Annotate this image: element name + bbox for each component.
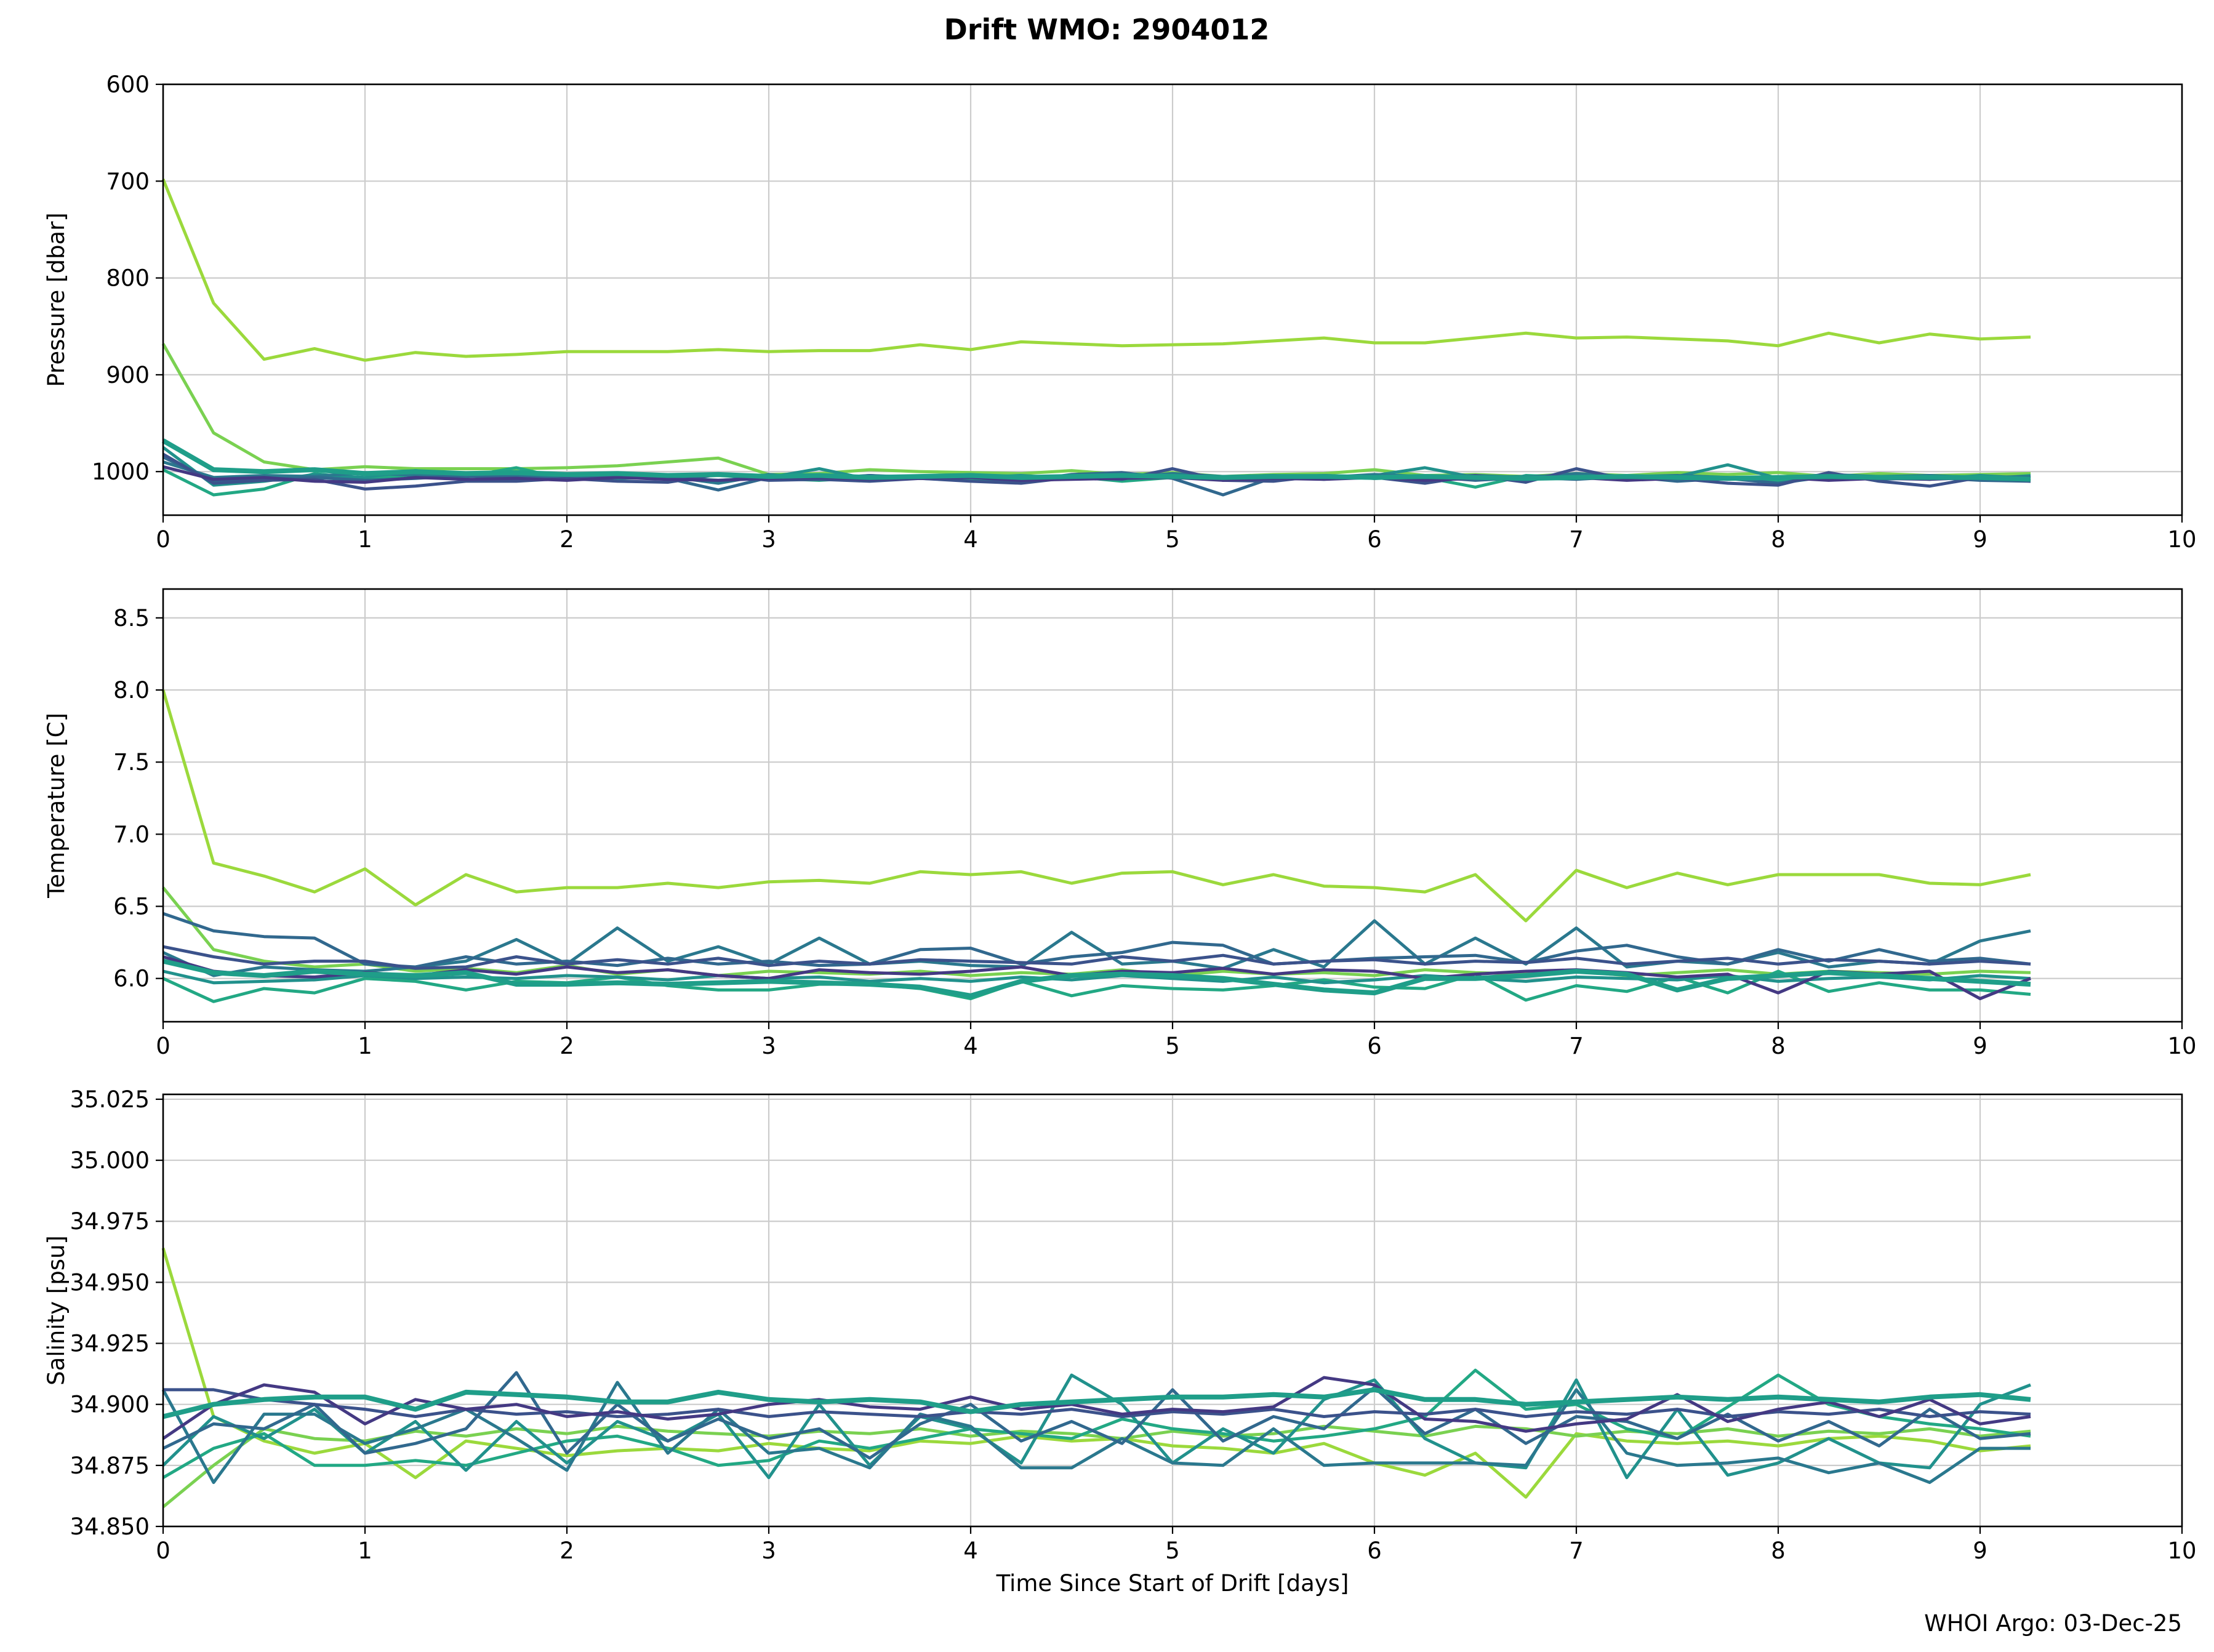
x-tick-label: 1 — [358, 1538, 372, 1564]
x-tick-label: 8 — [1771, 1538, 1786, 1564]
x-tick-label: 9 — [1973, 1538, 1987, 1564]
x-tick-label: 6 — [1367, 1538, 1382, 1564]
x-tick-label: 1 — [358, 1033, 372, 1059]
y-tick-label: 800 — [106, 265, 150, 292]
x-tick-label: 6 — [1367, 526, 1382, 553]
x-tick-label: 4 — [963, 526, 978, 553]
x-tick-label: 8 — [1771, 1033, 1786, 1059]
y-tick-label: 34.975 — [70, 1208, 150, 1235]
series-line — [161, 689, 2031, 923]
series-group — [161, 1248, 2031, 1509]
y-tick-label: 700 — [106, 168, 150, 194]
credit-text: WHOI Argo: 03-Dec-25 — [1924, 1610, 2182, 1637]
y-tick-label: 6.5 — [113, 894, 150, 920]
x-tick-label: 0 — [156, 1538, 170, 1564]
y-tick-label: 34.950 — [70, 1269, 150, 1296]
x-tick-label: 5 — [1165, 1538, 1180, 1564]
x-tick-label: 10 — [2167, 526, 2196, 553]
series-line — [161, 1381, 2031, 1485]
series-line — [162, 1387, 2031, 1419]
y-tick-label: 8.0 — [113, 677, 150, 704]
pressure-panel: 0 1 2 3 4 5 6 7 8 9 10 600 700 800 900 1000 Pressure [db… — [43, 71, 2197, 553]
x-tick-label: 7 — [1569, 1033, 1584, 1059]
series-line — [161, 178, 2031, 362]
series-line — [162, 969, 2031, 985]
y-axis-label: Salinity [psu] — [43, 1235, 70, 1385]
series-line — [162, 958, 2031, 998]
y-tick-label: 1000 — [92, 459, 150, 485]
x-tick-label: 5 — [1165, 1033, 1180, 1059]
x-tick-label: 9 — [1973, 526, 1987, 553]
y-tick-label: 6.0 — [113, 966, 150, 992]
y-tick-label: 34.875 — [70, 1453, 150, 1479]
y-tick-label: 7.0 — [113, 821, 150, 848]
x-tick-label: 5 — [1165, 526, 1180, 553]
x-tick-label: 2 — [560, 1538, 574, 1564]
salinity-panel: 0 1 2 3 4 5 6 7 8 9 10 34.850 34.875 34.900 34.925 34.9… — [43, 1086, 2197, 1597]
y-axis-label: Temperature [C] — [43, 713, 70, 899]
series-group — [161, 689, 2031, 1003]
temperature-panel: 0 1 2 3 4 5 6 7 8 9 10 6.0 6.5 7.0 7.5 8.0 8.5 Temperatur… — [43, 588, 2197, 1059]
y-tick-label: 34.850 — [70, 1514, 150, 1540]
series-line — [162, 438, 2031, 482]
x-axis-label: Time Since Start of Drift [days] — [996, 1570, 1349, 1597]
x-tick-label: 10 — [2167, 1538, 2196, 1564]
x-tick-label: 3 — [761, 1033, 776, 1059]
series-line — [162, 969, 2031, 1003]
x-tick-label: 4 — [963, 1033, 978, 1059]
y-tick-label: 8.5 — [113, 605, 150, 632]
x-tick-label: 0 — [156, 1033, 170, 1059]
x-tick-label: 9 — [1973, 1033, 1987, 1059]
x-tick-label: 8 — [1771, 526, 1786, 553]
y-tick-label: 35.000 — [70, 1147, 150, 1174]
series-line — [162, 912, 2031, 969]
series-line — [162, 945, 2031, 970]
series-line — [162, 1424, 2031, 1509]
series-line — [161, 1248, 2031, 1499]
x-tick-label: 7 — [1569, 1538, 1584, 1564]
y-tick-label: 600 — [106, 71, 150, 98]
series-group — [161, 178, 2031, 497]
figure-title: Drift WMO: 2904012 — [944, 13, 1270, 46]
y-tick-label: 34.900 — [70, 1392, 150, 1418]
x-tick-label: 1 — [358, 526, 372, 553]
x-tick-label: 3 — [761, 1538, 776, 1564]
y-tick-label: 34.925 — [70, 1331, 150, 1357]
x-tick-label: 3 — [761, 526, 776, 553]
x-tick-label: 7 — [1569, 526, 1584, 553]
x-tick-label: 6 — [1367, 1033, 1382, 1059]
y-tick-label: 35.025 — [70, 1086, 150, 1113]
x-tick-label: 4 — [963, 1538, 978, 1564]
x-tick-label: 10 — [2167, 1033, 2196, 1059]
y-tick-label: 7.5 — [113, 749, 150, 776]
x-tick-label: 2 — [560, 1033, 574, 1059]
y-axis-label: Pressure [dbar] — [43, 212, 70, 387]
x-tick-label: 0 — [156, 526, 170, 553]
series-line — [162, 1376, 2031, 1440]
y-tick-label: 900 — [106, 362, 150, 388]
x-tick-label: 2 — [560, 526, 574, 553]
